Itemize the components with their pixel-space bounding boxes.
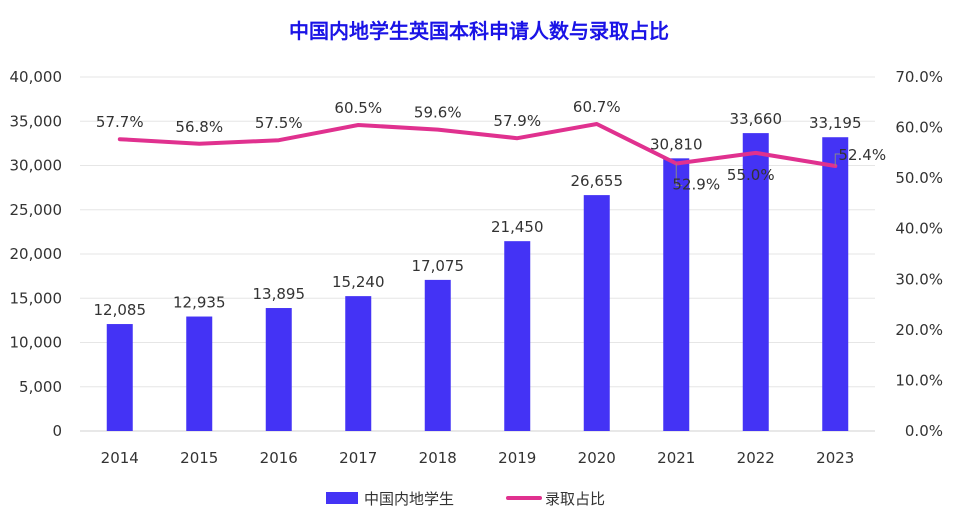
- y-right-tick-label: 70.0%: [895, 68, 943, 86]
- line-value-label: 60.5%: [334, 99, 382, 117]
- y-right-tick-label: 10.0%: [895, 371, 943, 389]
- label-leader-line: [675, 163, 683, 186]
- y-left-tick-label: 10,000: [10, 334, 63, 352]
- line-path: [117, 122, 838, 168]
- line-value-label: 55.0%: [727, 166, 775, 184]
- x-tick-label: 2016: [260, 449, 298, 467]
- line-value-label: 59.6%: [414, 104, 462, 122]
- gridlines: [80, 76, 875, 388]
- y-right-tick-label: 50.0%: [895, 169, 943, 187]
- line-value-label: 56.8%: [175, 118, 223, 136]
- line-value-label: 57.5%: [255, 114, 303, 132]
- legend: 中国内地学生 录取占比: [326, 490, 605, 508]
- y-left-tick-label: 15,000: [10, 289, 63, 307]
- bar-value-label: 12,935: [173, 294, 226, 312]
- bar-series: [106, 133, 849, 432]
- bar-value-label: 12,085: [94, 301, 147, 319]
- x-tick-label: 2015: [180, 449, 218, 467]
- x-tick-label: 2019: [498, 449, 536, 467]
- bar-value-label: 15,240: [332, 273, 385, 291]
- y-right-tick-label: 30.0%: [895, 270, 943, 288]
- bar: [186, 316, 213, 431]
- line-value-label: 52.9%: [672, 175, 720, 193]
- bar-value-label: 33,195: [809, 114, 862, 132]
- line-value-label: 60.7%: [573, 98, 621, 116]
- x-tick-label: 2014: [101, 449, 139, 467]
- y-right-tick-label: 0.0%: [905, 422, 943, 440]
- line-series: [117, 122, 838, 168]
- bar: [345, 296, 372, 431]
- x-tick-label: 2017: [339, 449, 377, 467]
- x-tick-label: 2020: [578, 449, 616, 467]
- x-tick-label: 2022: [737, 449, 775, 467]
- y-left-tick-label: 0: [52, 422, 62, 440]
- bar-value-label: 21,450: [491, 218, 544, 236]
- x-tick-label: 2021: [657, 449, 695, 467]
- bar: [265, 308, 292, 431]
- axes: 0 5,000 10,000 15,000 20,000 25,000 30,000 35,0…: [10, 68, 944, 467]
- bar-value-label: 13,895: [253, 285, 306, 303]
- legend-bar-swatch: [326, 492, 358, 504]
- bar: [822, 137, 849, 431]
- y-left-tick-label: 5,000: [19, 378, 62, 396]
- bar: [106, 324, 133, 431]
- line-value-label: 57.7%: [96, 113, 144, 131]
- bar-value-label: 30,810: [650, 135, 703, 153]
- x-tick-label: 2018: [419, 449, 457, 467]
- line-value-label: 57.9%: [493, 112, 541, 130]
- bar-value-label: 26,655: [571, 172, 624, 190]
- bar-value-label: 33,660: [730, 110, 783, 128]
- chart-title: 中国内地学生英国本科申请人数与录取占比: [289, 19, 669, 43]
- bar: [504, 241, 531, 431]
- bar: [663, 158, 690, 432]
- bar: [424, 279, 451, 431]
- bar: [742, 133, 769, 431]
- line-value-label: 52.4%: [838, 146, 886, 164]
- y-right-tick-label: 20.0%: [895, 321, 943, 339]
- y-right-tick-label: 60.0%: [895, 119, 943, 137]
- y-left-tick-label: 40,000: [10, 68, 63, 86]
- label-leader-line: [834, 153, 842, 167]
- y-right-tick-label: 40.0%: [895, 220, 943, 238]
- y-left-tick-label: 20,000: [10, 245, 63, 263]
- x-tick-label: 2023: [816, 449, 854, 467]
- bar: [583, 195, 610, 431]
- legend-line-label: 录取占比: [545, 490, 605, 508]
- y-left-tick-label: 30,000: [10, 157, 63, 175]
- bar-value-label: 17,075: [412, 257, 465, 275]
- y-left-tick-label: 25,000: [10, 201, 63, 219]
- legend-bar-label: 中国内地学生: [364, 490, 454, 508]
- y-left-tick-label: 35,000: [10, 112, 63, 130]
- data-labels: 12,085 12,935 13,895 15,240 17,075 21,450 26,6…: [94, 98, 887, 319]
